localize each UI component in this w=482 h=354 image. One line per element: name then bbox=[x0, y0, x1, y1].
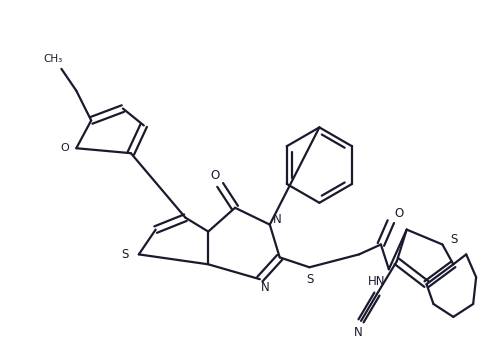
Text: N: N bbox=[354, 326, 362, 339]
Text: CH₃: CH₃ bbox=[44, 54, 63, 64]
Text: N: N bbox=[273, 213, 282, 226]
Text: O: O bbox=[394, 207, 403, 220]
Text: N: N bbox=[260, 281, 269, 293]
Text: S: S bbox=[306, 273, 313, 286]
Text: O: O bbox=[211, 169, 220, 182]
Text: S: S bbox=[121, 248, 129, 261]
Text: HN: HN bbox=[368, 275, 386, 288]
Text: O: O bbox=[60, 143, 69, 153]
Text: S: S bbox=[451, 233, 458, 246]
